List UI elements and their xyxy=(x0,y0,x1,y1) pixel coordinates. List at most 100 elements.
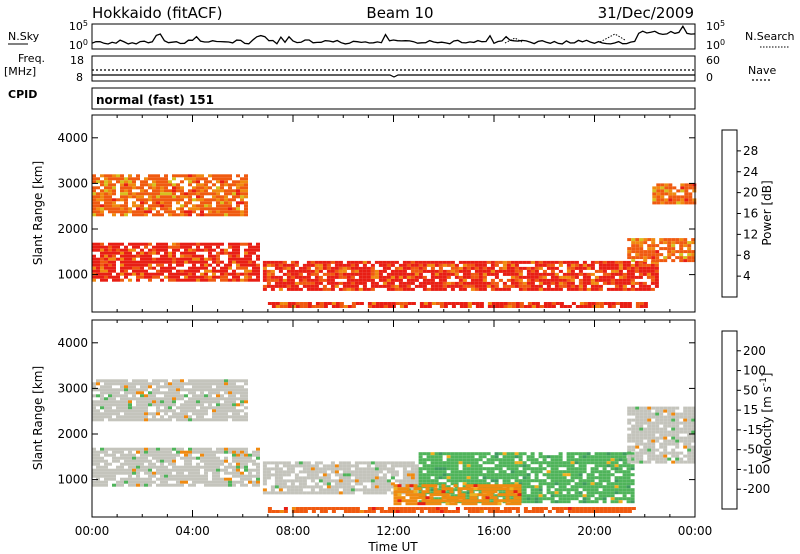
heatmap-cell xyxy=(330,278,335,282)
heatmap-cell xyxy=(196,403,200,407)
heatmap-cell xyxy=(479,302,484,305)
heatmap-cell xyxy=(466,494,471,498)
heatmap-cell xyxy=(579,305,584,308)
heatmap-cell xyxy=(667,451,672,455)
heatmap-cell xyxy=(394,473,399,477)
heatmap-cell xyxy=(668,198,673,202)
heatmap-cell xyxy=(626,491,631,495)
heatmap-cell xyxy=(228,174,232,178)
heatmap-cell xyxy=(638,284,643,288)
heatmap-cell xyxy=(306,491,311,495)
heatmap-cell xyxy=(481,487,486,491)
heatmap-cell xyxy=(204,245,208,249)
heatmap-cell xyxy=(188,459,192,463)
heatmap-cell xyxy=(594,281,599,285)
heatmap-cell xyxy=(184,213,188,217)
heatmap-cell xyxy=(397,484,402,488)
colorbar-tick-label: -100 xyxy=(743,462,770,476)
heatmap-cell xyxy=(654,272,659,276)
heatmap-cell xyxy=(350,473,355,477)
heatmap-cell xyxy=(530,458,535,462)
heatmap-cell xyxy=(240,477,244,481)
heatmap-cell xyxy=(691,460,696,464)
heatmap-cell xyxy=(566,494,571,498)
heatmap-cell xyxy=(282,260,287,264)
heatmap-cell xyxy=(426,473,431,477)
heatmap-cell xyxy=(453,496,458,500)
heatmap-cell xyxy=(482,287,487,291)
heatmap-cell xyxy=(342,470,347,474)
heatmap-cell xyxy=(184,174,188,178)
heatmap-cell xyxy=(208,278,212,282)
heatmap-cell xyxy=(278,488,283,492)
heatmap-cell xyxy=(176,412,180,416)
heatmap-cell xyxy=(474,278,479,282)
heatmap-cell xyxy=(574,266,579,270)
heatmap-cell xyxy=(586,473,591,477)
heatmap-cell xyxy=(244,186,248,190)
heatmap-cell xyxy=(298,482,303,486)
heatmap-cell xyxy=(643,451,648,455)
heatmap-cell xyxy=(180,195,184,199)
heatmap-cell xyxy=(402,269,407,273)
heatmap-cell xyxy=(374,488,379,492)
heatmap-cell xyxy=(547,302,552,305)
heatmap-cell xyxy=(92,412,96,416)
heatmap-cell xyxy=(120,251,124,255)
heatmap-cell xyxy=(184,474,188,478)
heatmap-cell xyxy=(502,458,507,462)
heatmap-cell xyxy=(318,485,323,489)
heatmap-cell xyxy=(180,189,184,193)
heatmap-cell xyxy=(148,174,152,178)
heatmap-cell xyxy=(208,450,212,454)
heatmap-cell xyxy=(148,272,152,276)
heatmap-cell xyxy=(270,278,275,282)
heatmap-cell xyxy=(286,470,291,474)
heatmap-cell xyxy=(188,382,192,386)
heatmap-cell xyxy=(610,482,615,486)
heatmap-cell xyxy=(220,183,224,187)
heatmap-cell xyxy=(654,269,659,273)
heatmap-cell xyxy=(204,483,208,487)
heatmap-cell xyxy=(120,186,124,190)
heatmap-cell xyxy=(232,272,236,276)
heatmap-cell xyxy=(172,382,176,386)
heatmap-cell xyxy=(188,213,192,217)
heatmap-cell xyxy=(128,409,132,413)
heatmap-cell xyxy=(136,254,140,258)
heatmap-cell xyxy=(116,400,120,404)
heatmap-cell xyxy=(248,257,252,261)
heatmap-cell xyxy=(200,403,204,407)
heatmap-cell xyxy=(136,388,140,392)
heatmap-cell xyxy=(578,458,583,462)
heatmap-cell xyxy=(562,488,567,492)
heatmap-cell xyxy=(438,488,443,492)
heatmap-cell xyxy=(688,186,693,190)
heatmap-cell xyxy=(498,491,503,495)
heatmap-cell xyxy=(156,189,160,193)
heatmap-cell xyxy=(631,412,636,416)
heatmap-cell xyxy=(319,302,324,305)
heatmap-cell xyxy=(236,213,240,217)
heatmap-cell xyxy=(390,278,395,282)
heatmap-cell xyxy=(148,474,152,478)
heatmap-cell xyxy=(204,388,208,392)
heatmap-cell xyxy=(136,245,140,249)
heatmap-cell xyxy=(607,507,612,510)
heatmap-cell xyxy=(132,379,136,383)
heatmap-cell xyxy=(513,487,518,491)
heatmap-cell xyxy=(362,461,367,465)
heatmap-cell xyxy=(200,189,204,193)
heatmap-cell xyxy=(627,406,632,410)
heatmap-cell xyxy=(627,507,632,510)
heatmap-cell xyxy=(606,461,611,465)
heatmap-cell xyxy=(606,476,611,480)
heatmap-cell xyxy=(132,269,136,273)
heatmap-cell xyxy=(630,497,635,501)
heatmap-cell xyxy=(675,445,680,449)
heatmap-cell xyxy=(136,412,140,416)
heatmap-cell xyxy=(651,433,656,437)
heatmap-cell xyxy=(252,453,256,457)
heatmap-cell xyxy=(466,263,471,267)
heatmap-cell xyxy=(148,412,152,416)
